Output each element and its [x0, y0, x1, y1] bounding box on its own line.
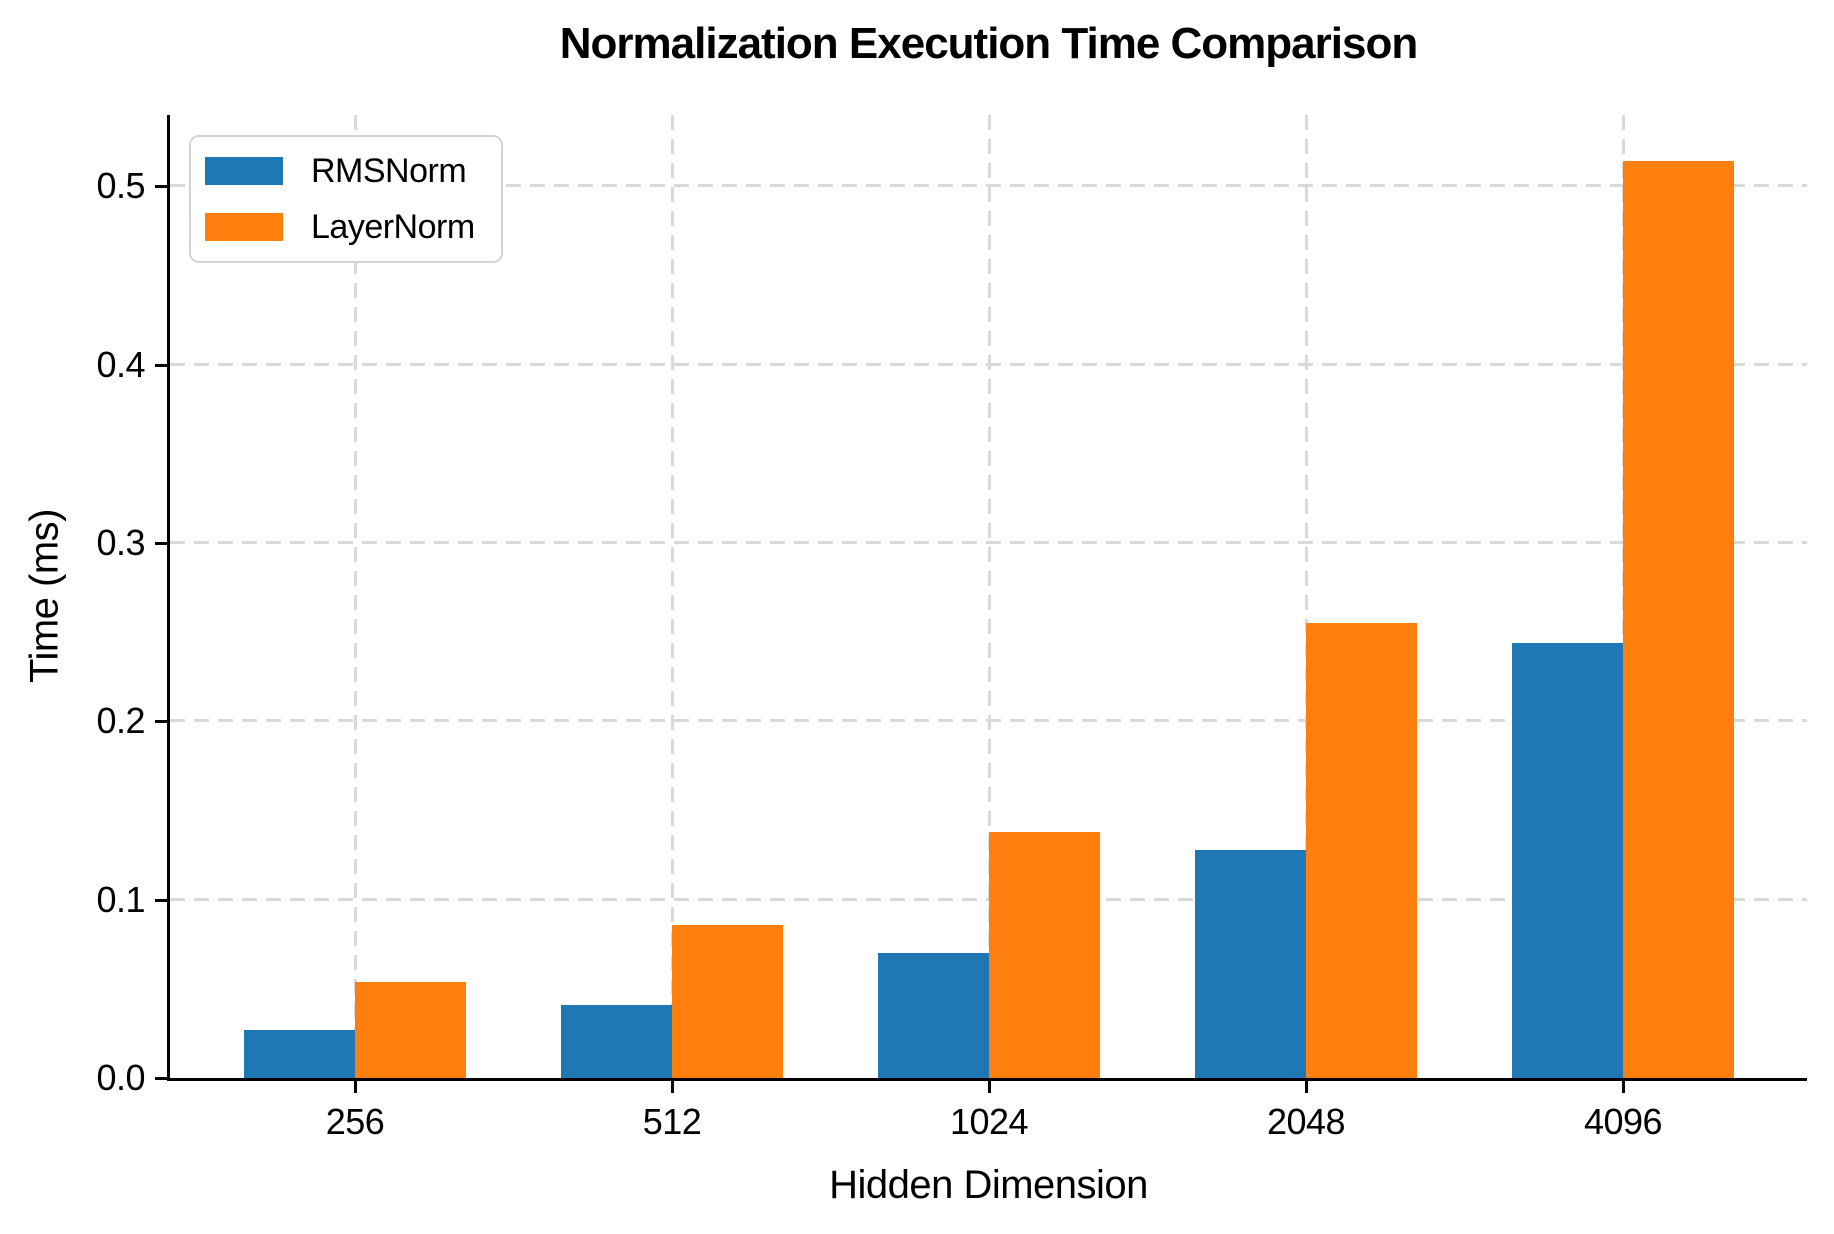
- x-tick-512: [671, 1078, 674, 1093]
- x-tick-4096: [1622, 1078, 1625, 1093]
- legend-swatch-rmsnorm: [205, 157, 283, 185]
- bar-layernorm-1024: [989, 832, 1100, 1078]
- y-tick-label-0.0: 0.0: [96, 1057, 145, 1098]
- x-gridline-1024: [988, 115, 991, 1078]
- bar-rmsnorm-4096: [1512, 643, 1623, 1078]
- legend-label-layernorm: LayerNorm: [311, 208, 475, 246]
- y-tick-label-0.5: 0.5: [96, 165, 145, 206]
- x-tick-label-512: 512: [642, 1101, 702, 1142]
- legend-swatch-layernorm: [205, 213, 283, 241]
- bar-layernorm-2048: [1306, 623, 1417, 1078]
- bar-rmsnorm-2048: [1195, 850, 1306, 1078]
- x-axis-spine: [167, 1078, 1807, 1081]
- y-tick-0.0: [155, 1077, 170, 1080]
- x-gridline-256: [354, 115, 357, 1078]
- bar-layernorm-4096: [1623, 161, 1734, 1078]
- y-tick-0.2: [155, 720, 170, 723]
- y-tick-0.1: [155, 899, 170, 902]
- x-tick-1024: [988, 1078, 991, 1093]
- x-tick-256: [354, 1078, 357, 1093]
- legend-item-rmsnorm: RMSNorm: [205, 153, 475, 189]
- bar-rmsnorm-1024: [878, 953, 989, 1078]
- y-tick-label-0.4: 0.4: [96, 344, 145, 385]
- x-tick-label-256: 256: [325, 1101, 385, 1142]
- bar-layernorm-256: [355, 982, 466, 1078]
- y-tick-0.3: [155, 542, 170, 545]
- y-tick-label-0.2: 0.2: [96, 700, 145, 741]
- legend-label-rmsnorm: RMSNorm: [311, 152, 467, 190]
- x-tick-label-1024: 1024: [949, 1101, 1029, 1142]
- y-tick-label-0.3: 0.3: [96, 522, 145, 563]
- x-tick-2048: [1305, 1078, 1308, 1093]
- x-gridline-2048: [1305, 115, 1308, 1078]
- y-tick-0.5: [155, 185, 170, 188]
- chart-title: Normalization Execution Time Comparison: [559, 19, 1418, 68]
- bar-rmsnorm-256: [244, 1030, 355, 1078]
- x-gridline-512: [671, 115, 674, 1078]
- y-axis-label: Time (ms): [22, 509, 67, 683]
- bar-rmsnorm-512: [561, 1005, 672, 1078]
- y-axis-spine: [167, 115, 170, 1081]
- y-tick-label-0.1: 0.1: [96, 879, 145, 920]
- x-tick-label-2048: 2048: [1266, 1101, 1346, 1142]
- x-axis-label: Hidden Dimension: [829, 1163, 1148, 1207]
- legend-item-layernorm: LayerNorm: [205, 209, 475, 245]
- legend: RMSNorm LayerNorm: [189, 135, 503, 263]
- x-tick-label-4096: 4096: [1583, 1101, 1663, 1142]
- y-tick-0.4: [155, 364, 170, 367]
- plot-area: [167, 115, 1807, 1081]
- bar-layernorm-512: [672, 925, 783, 1078]
